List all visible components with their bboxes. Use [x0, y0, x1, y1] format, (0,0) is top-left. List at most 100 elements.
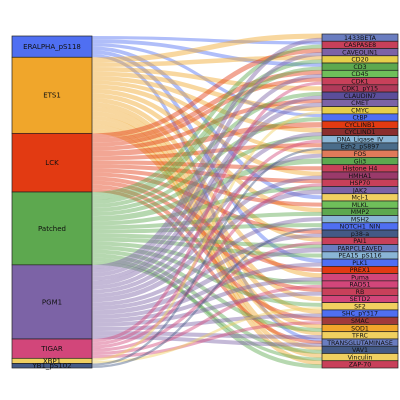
- flow-link-eralpha-ps118-to-plk1: [91, 50, 323, 263]
- flow-link-lck-to-rb: [91, 180, 323, 292]
- flow-link-xbp1-to-cmyc: [91, 111, 323, 361]
- target-label-mlkl: MLKL: [352, 202, 369, 209]
- target-label-parpcleaved: PARPCLEAVED: [338, 245, 383, 252]
- flow-link-tigar-to-smac: [91, 321, 323, 359]
- target-label-zap-70: ZAP-70: [349, 362, 372, 369]
- target-label-hsp70: HSP70: [350, 180, 371, 187]
- flow-link-tigar-to-dna-ligase-iv: [91, 139, 323, 346]
- flow-link-lck-to-p38-a: [91, 172, 323, 234]
- target-label-puma: Puma: [351, 274, 369, 281]
- target-label-cd20: CD20: [351, 57, 368, 64]
- flow-link-patched-to-rad51: [91, 241, 323, 285]
- target-label-sf2: SF2: [354, 303, 366, 310]
- target-label-sod1: SOD1: [351, 325, 369, 332]
- target-label-rad51: RAD51: [349, 282, 370, 289]
- flow-link-pgm1-to-claudin7: [91, 95, 323, 281]
- flow-link-pgm1-to-rb: [91, 291, 323, 327]
- flow-link-pgm1-to-transglutaminase: [91, 334, 323, 347]
- source-label-xbp1: XBP1: [43, 357, 61, 365]
- flow-link-pgm1-to-cyclind1: [91, 131, 323, 290]
- flow-link-patched-to-sf2: [91, 245, 323, 307]
- flow-link-lck-to-cd45: [91, 69, 323, 143]
- target-label-cmyc: CMYC: [351, 107, 369, 114]
- target-label-1433beta: 1433BETA: [344, 35, 377, 42]
- source-label-lck: LCK: [45, 159, 59, 167]
- target-label-histone-h4: Histone H4: [343, 166, 378, 173]
- flow-link-ets1-to-setd2: [91, 102, 323, 302]
- flow-link-eralpha-ps118-to-caspase8: [91, 35, 323, 45]
- flow-link-pgm1-to-tfrc: [91, 330, 323, 340]
- flow-link-lck-to-prex1: [91, 176, 323, 273]
- target-label-pai1: PAI1: [353, 238, 367, 245]
- target-label-jak2: JAK2: [352, 187, 367, 194]
- target-label-cd3: CD3: [353, 64, 366, 71]
- flow-link-lck-to-histone-h4: [91, 160, 323, 171]
- target-label-setd2: SETD2: [350, 296, 371, 303]
- flow-link-yb1-ps102-to-notch1-nin: [91, 227, 323, 369]
- flow-link-lck-to-smac: [91, 184, 323, 322]
- flow-link-ets1-to-cdk1-py15: [91, 66, 323, 91]
- flow-link-lck-to-ezh2-ps897: [91, 143, 323, 161]
- source-node-patched: [11, 191, 93, 266]
- target-label-prex1: PREX1: [350, 267, 370, 274]
- source-label-pgm1: PGM1: [42, 298, 62, 306]
- flow-link-ets1-to-mmp2: [91, 88, 323, 213]
- flow-link-pgm1-to-caveolin1: [91, 52, 323, 273]
- flow-link-patched-to-parpcleaved: [91, 233, 323, 249]
- flow-link-tigar-to-hsp70: [91, 183, 323, 349]
- flow-link-pgm1-to-hmha1: [91, 175, 323, 298]
- flow-link-patched-to-vinculin: [91, 261, 323, 361]
- target-label-transglutaminase: TRANSGLUTAMINASE: [326, 340, 393, 347]
- target-label-ctbp: CtBP: [353, 115, 368, 122]
- flow-link-pgm1-to-fos: [91, 153, 323, 294]
- source-label-patched: Patched: [38, 225, 66, 233]
- flow-link-lck-to-mlkl: [91, 168, 323, 207]
- flow-link-ets1-to-1433beta: [91, 33, 323, 63]
- flow-links: [91, 33, 323, 369]
- target-label-dna-ligase-iv: DNA_Ligase_IV: [337, 136, 384, 143]
- source-label-tigar: TIGAR: [40, 345, 63, 353]
- flow-link-lck-to-hsp70: [91, 164, 323, 184]
- flow-link-yb1-ps102-to-ezh2-ps897: [91, 147, 323, 366]
- target-label-vinculin: Vinculin: [348, 354, 373, 361]
- flow-link-ets1-to-vinculin: [91, 124, 323, 358]
- flow-link-pgm1-to-jak2: [91, 189, 323, 303]
- flow-link-ets1-to-fos: [91, 80, 323, 154]
- flow-link-ets1-to-cmyc: [91, 71, 323, 112]
- target-label-mcl-1: Mcl-1: [352, 195, 369, 202]
- source-node-ets1: [11, 56, 93, 134]
- flow-link-lck-to-caveolin1: [91, 48, 323, 139]
- flow-link-ets1-to-tfrc: [91, 115, 323, 336]
- target-label-claudin7: CLAUDIN7: [344, 93, 376, 100]
- flow-link-patched-to-cd20: [91, 59, 323, 201]
- target-label-smac: SMAC: [351, 318, 370, 325]
- source-node-yb1-ps102: [11, 363, 93, 369]
- flow-link-patched-to-gli3: [91, 158, 323, 222]
- flow-link-patched-to-zap-70: [91, 257, 323, 369]
- flow-link-pgm1-to-shc-py317: [91, 313, 323, 331]
- flow-link-pgm1-to-plk1: [91, 262, 323, 319]
- flow-link-ets1-to-cyclind1: [91, 75, 323, 133]
- target-label-cyclind1: CYCLIND1: [344, 129, 375, 136]
- flow-link-patched-to-vav1: [91, 253, 323, 354]
- target-label-ezh2-ps897: Ezh2_pS897: [341, 144, 379, 151]
- target-label-vav1: VAV1: [352, 347, 368, 354]
- flow-link-tigar-to-pai1: [91, 241, 323, 352]
- flow-link-ets1-to-pai1: [91, 93, 323, 242]
- target-label-notch1-nin: NOTCH1_NIN: [340, 224, 381, 231]
- target-label-cmet: CMET: [351, 100, 369, 107]
- flow-link-patched-to-mmp2: [91, 211, 323, 230]
- target-label-caveolin1: CAVEOLIN1: [342, 49, 378, 56]
- target-label-cd45: CD45: [351, 71, 368, 78]
- flow-link-lck-to-cyclinb1: [91, 122, 323, 157]
- target-label-plk1: PLK1: [352, 260, 367, 267]
- flow-link-eralpha-ps118-to-transglutaminase: [91, 54, 323, 342]
- target-node-zap-70: [321, 360, 399, 369]
- flow-link-xbp1-to-sf2: [91, 307, 323, 364]
- flow-link-ets1-to-vav1: [91, 119, 323, 351]
- flow-link-ets1-to-puma: [91, 97, 323, 278]
- flow-link-pgm1-to-cd45: [91, 73, 323, 277]
- flow-link-pgm1-to-msh2: [91, 217, 323, 307]
- source-label-ets1: ETS1: [43, 92, 61, 100]
